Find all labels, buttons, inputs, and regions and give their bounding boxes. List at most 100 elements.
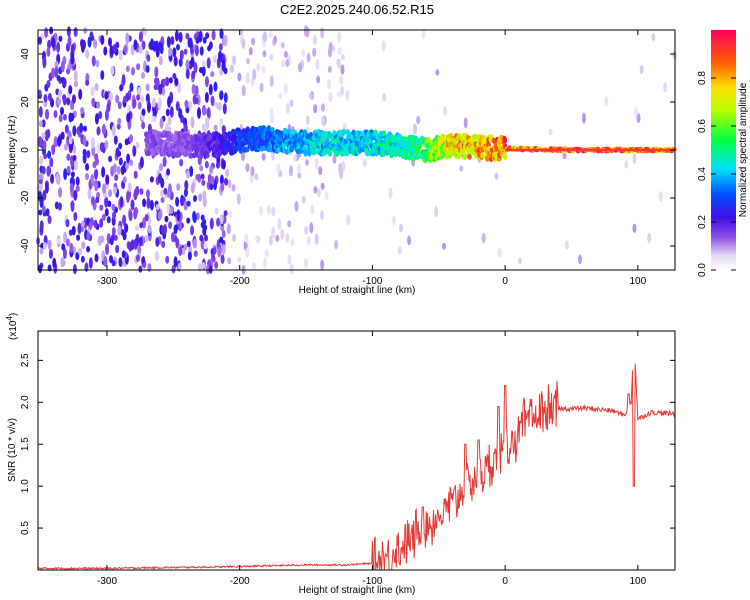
spectrogram-cell bbox=[283, 50, 288, 58]
spectrogram-cell bbox=[268, 235, 273, 246]
spectrogram-cell bbox=[53, 136, 58, 148]
spectrogram-cell bbox=[133, 170, 138, 179]
spectrogram-cell bbox=[60, 256, 65, 268]
spectrogram-cell bbox=[46, 128, 51, 139]
spectrogram-cell bbox=[95, 59, 100, 68]
spectrogram-cell bbox=[139, 188, 144, 195]
spectrogram-cell bbox=[133, 207, 138, 220]
spectrogram-cell bbox=[80, 107, 85, 115]
spectrogram-cell bbox=[152, 115, 157, 123]
spectrogram-cell bbox=[421, 28, 426, 39]
spectrogram-cell bbox=[232, 55, 237, 66]
spectrogram-cell bbox=[199, 165, 204, 172]
spectrogram-cell bbox=[106, 233, 111, 245]
spectrogram-ridge-cell bbox=[467, 153, 472, 160]
spectrogram-cell bbox=[139, 156, 144, 169]
spectrogram-cell bbox=[213, 81, 218, 92]
spectrogram-cell bbox=[324, 191, 329, 201]
spectrogram-cell bbox=[248, 47, 253, 56]
spectrogram-cell bbox=[320, 103, 325, 112]
spectrogram-cell bbox=[184, 99, 189, 109]
spectrogram-cell bbox=[159, 117, 164, 129]
spectrogram-cell bbox=[125, 32, 130, 44]
spectrogram-cell bbox=[308, 92, 313, 100]
spectrogram-cell bbox=[111, 203, 116, 211]
spectrogram-cell bbox=[190, 116, 195, 129]
spectrogram-cell bbox=[160, 197, 165, 204]
spectrogram-cell bbox=[113, 135, 118, 145]
spectrogram-cell bbox=[178, 58, 183, 67]
spectrogram-cell bbox=[155, 237, 160, 247]
spectrogram-x-label: Height of straight line (km) bbox=[299, 285, 416, 296]
spectrogram-cell bbox=[213, 124, 218, 132]
spectrogram-ridge-cell bbox=[437, 140, 442, 147]
spectrogram-cell bbox=[145, 93, 150, 102]
spectrogram-cell bbox=[85, 172, 90, 181]
spectrogram-cell bbox=[129, 134, 134, 143]
spectrogram-cell bbox=[56, 75, 61, 82]
snr-frame bbox=[37, 330, 676, 571]
spectrogram-cell bbox=[223, 92, 228, 104]
spectrogram-cell bbox=[222, 103, 227, 115]
spectrogram-cell bbox=[658, 190, 663, 203]
snr-y-label: SNR (10 * v/v) bbox=[7, 418, 18, 482]
spectrogram-cell bbox=[283, 82, 288, 94]
spectrogram-cell bbox=[105, 174, 110, 185]
spectrogram-cell bbox=[212, 246, 217, 255]
spectrogram-y-tick-label: -40 bbox=[20, 238, 31, 253]
spectrogram-cell bbox=[91, 55, 96, 67]
spectrogram-cell bbox=[304, 225, 309, 235]
spectrogram-cell bbox=[172, 73, 177, 80]
spectrogram-cell bbox=[90, 196, 95, 206]
spectrogram-cell bbox=[109, 92, 114, 101]
spectrogram-cell bbox=[38, 136, 43, 148]
colorbar: 0.0 0.2 0.4 0.6 0.8 Normalized spectral ampl… bbox=[697, 30, 749, 277]
spectrogram-cell bbox=[149, 199, 154, 211]
spectrogram-cell bbox=[162, 156, 167, 168]
spectrogram-cell bbox=[206, 107, 211, 120]
spectrogram-cell bbox=[174, 30, 179, 42]
spectrogram-cell bbox=[494, 172, 499, 180]
spectrogram-cell bbox=[136, 63, 141, 71]
spectrogram-cell bbox=[104, 140, 109, 150]
spectrogram-cell bbox=[161, 87, 166, 96]
spectrogram-cell bbox=[41, 166, 46, 175]
spectrogram-ridge-cell bbox=[266, 125, 272, 132]
spectrogram-cell bbox=[341, 161, 346, 172]
spectrogram-cell bbox=[241, 84, 246, 97]
spectrogram-cell bbox=[223, 34, 228, 47]
spectrogram-cell bbox=[177, 262, 182, 271]
spectrogram-cell bbox=[147, 263, 152, 273]
snr-y-ticks: 0.5 1.0 1.5 2.0 2.5 bbox=[20, 353, 675, 535]
spectrogram-cell bbox=[256, 63, 261, 72]
spectrogram-cell bbox=[220, 182, 225, 192]
spectrogram-cell bbox=[42, 140, 47, 150]
spectrogram-cell bbox=[285, 233, 290, 243]
spectrogram-cell bbox=[47, 215, 52, 225]
spectrogram-cell bbox=[294, 200, 299, 212]
spectrogram-cell bbox=[165, 108, 170, 117]
spectrogram-cell bbox=[306, 52, 311, 63]
spectrogram-cell bbox=[327, 79, 332, 90]
spectrogram-cell bbox=[204, 91, 209, 103]
spectrogram-cell bbox=[245, 247, 250, 258]
spectrogram-cell bbox=[107, 200, 112, 208]
spectrogram-cell bbox=[41, 132, 46, 140]
spectrogram-cell bbox=[517, 257, 522, 265]
spectrogram-cell bbox=[632, 223, 637, 233]
spectrogram-cell bbox=[90, 86, 95, 97]
spectrogram-cell bbox=[133, 39, 138, 51]
spectrogram-cell bbox=[99, 204, 104, 211]
spectrogram-cell bbox=[190, 225, 195, 236]
spectrogram-cell bbox=[269, 53, 274, 61]
spectrogram-cell bbox=[75, 185, 80, 192]
spectrogram-cell bbox=[85, 79, 90, 86]
spectrogram-cell bbox=[141, 108, 146, 116]
spectrogram-cell bbox=[133, 190, 138, 201]
colorbar-tick-label: 0.0 bbox=[697, 263, 708, 277]
spectrogram-cell bbox=[124, 223, 129, 233]
spectrogram-cell bbox=[312, 34, 317, 46]
spectrogram-cell bbox=[255, 235, 260, 244]
spectrogram-cell bbox=[135, 254, 140, 262]
spectrogram-cell bbox=[135, 141, 140, 150]
